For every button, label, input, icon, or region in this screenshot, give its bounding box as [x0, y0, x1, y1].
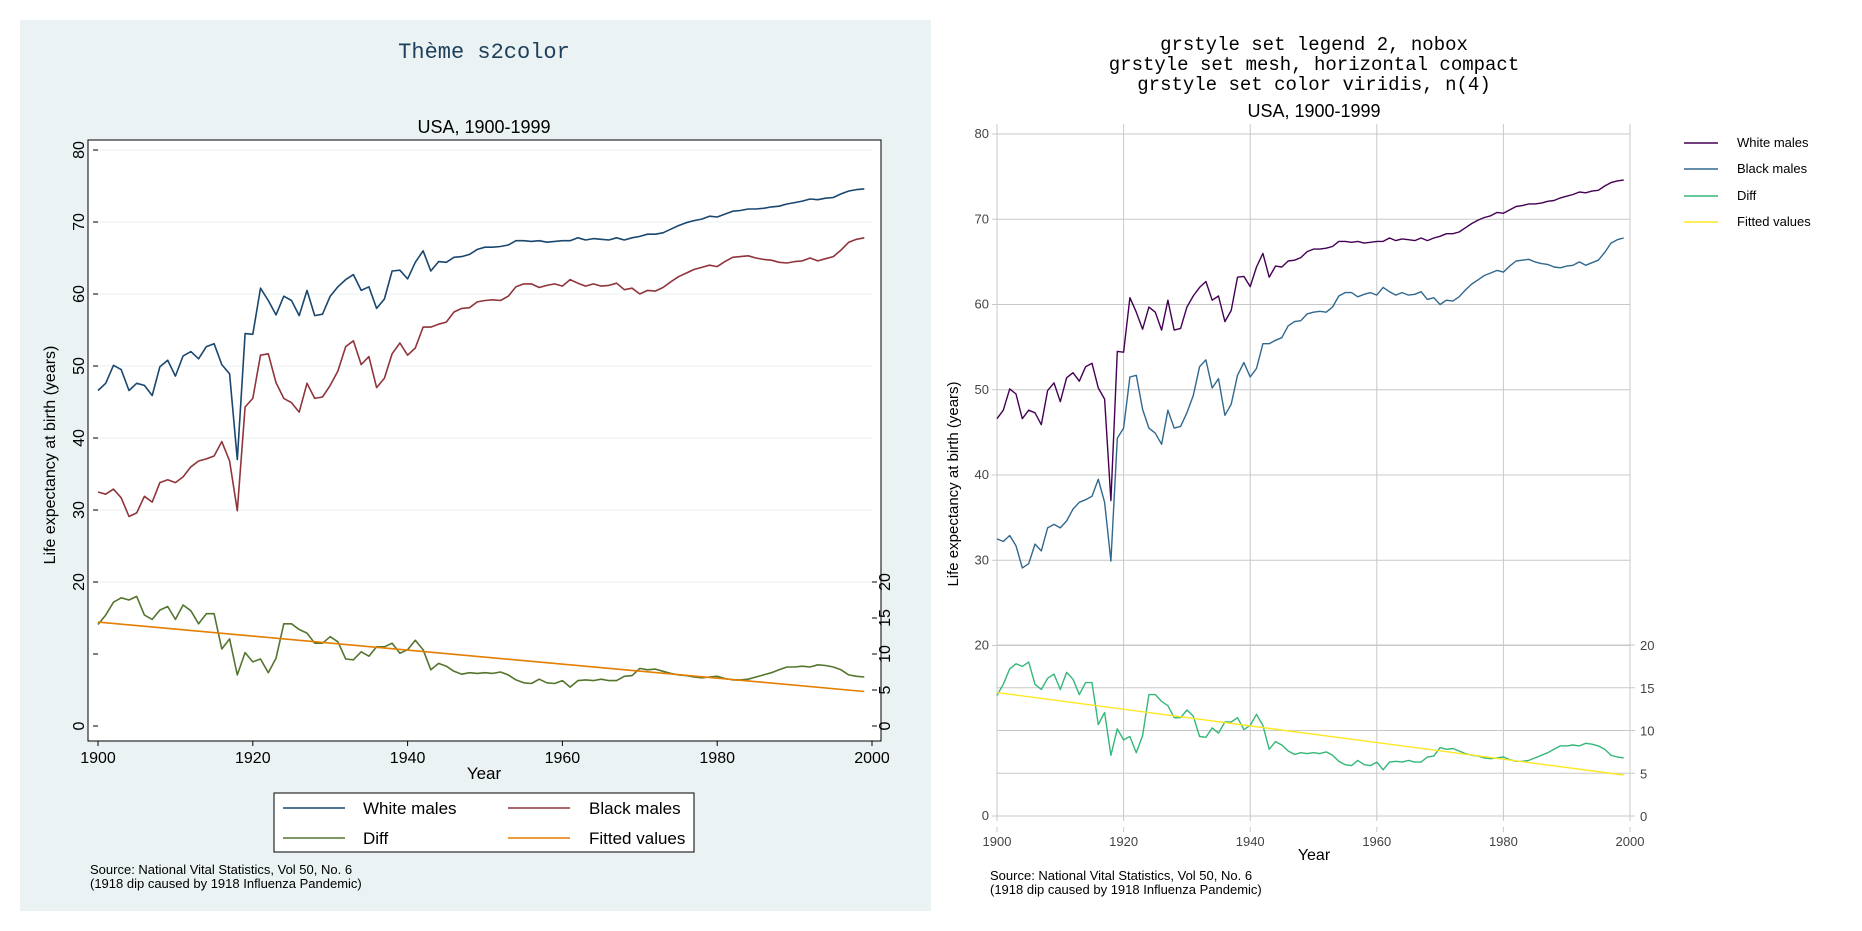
y-tick-label: 60: [71, 285, 88, 303]
left-series: [97, 188, 865, 693]
y-right-tick-label: 10: [877, 645, 894, 663]
x-tick-label: 1980: [699, 750, 735, 767]
right-legend-label-black: Black males: [1737, 161, 1808, 176]
x-tick-label: 1960: [1362, 834, 1391, 849]
x-tick-label: 1940: [1236, 834, 1265, 849]
y-tick-label: 20: [975, 638, 989, 653]
y-tick-label: 30: [71, 501, 88, 519]
left-legend-label-diff: Diff: [363, 829, 388, 848]
y-tick-label: 40: [975, 467, 989, 482]
y-right-tick-label: 5: [877, 685, 894, 694]
right-gridlines: [996, 124, 1631, 821]
y-right-tick-label: 15: [1640, 681, 1654, 696]
y-tick-label: 70: [71, 213, 88, 231]
left-legend: White males Black males Diff Fitted valu…: [273, 792, 695, 853]
series-line-diff: [996, 661, 1624, 771]
y-tick-label: 60: [975, 297, 989, 312]
left-x-axis-label: Year: [467, 764, 502, 783]
left-legend-label-fitted: Fitted values: [589, 829, 685, 848]
right-panel-header-line1: grstyle set legend 2, nobox: [1160, 34, 1468, 56]
y-tick-label: 0: [982, 808, 989, 823]
series-line-fitted-values: [996, 691, 1624, 776]
x-tick-label: 2000: [854, 750, 890, 767]
x-tick-label: 1960: [545, 750, 581, 767]
right-series: [996, 179, 1624, 776]
left-legend-label-black: Black males: [589, 799, 681, 818]
series-line-white-males: [97, 188, 865, 461]
y-tick-label: 0: [71, 721, 88, 730]
y-tick-label: 50: [71, 357, 88, 375]
x-tick-label: 2000: [1616, 834, 1645, 849]
y-tick-label: 80: [71, 141, 88, 159]
y-right-tick-label: 20: [1640, 638, 1654, 653]
right-source-note-2: (1918 dip caused by 1918 Influenza Pande…: [990, 882, 1262, 897]
y-tick-label: 40: [71, 429, 88, 447]
x-tick-label: 1900: [983, 834, 1012, 849]
y-tick-label: 80: [975, 126, 989, 141]
left-chart-title: USA, 1900-1999: [417, 117, 550, 137]
right-y-axis-label: Life expectancy at birth (years): [945, 381, 962, 586]
y-right-tick-label: 5: [1640, 766, 1647, 781]
right-panel-header-line3: grstyle set color viridis, n(4): [1137, 74, 1490, 96]
x-tick-label: 1940: [390, 750, 426, 767]
y-right-tick-label: 20: [877, 573, 894, 591]
right-source-note: Source: National Vital Statistics, Vol 5…: [990, 868, 1252, 883]
y-right-tick-label: 10: [1640, 724, 1654, 739]
left-gridlines: [98, 149, 872, 583]
left-y-axis-label: Life expectancy at birth (years): [42, 346, 59, 565]
left-source-note-2: (1918 dip caused by 1918 Influenza Pande…: [90, 876, 362, 891]
right-legend-label-fitted: Fitted values: [1737, 214, 1811, 229]
y-right-tick-label: 0: [877, 721, 894, 730]
left-source-note: Source: National Vital Statistics, Vol 5…: [90, 862, 352, 877]
left-plot-area: [87, 139, 882, 742]
x-tick-label: 1920: [1109, 834, 1138, 849]
right-axes: 0 20 30 40 50 60 70 80 0 5 10 15 20 1900 1920 1940 1960 1…: [975, 126, 1655, 849]
left-legend-label-white: White males: [363, 799, 457, 818]
series-line-white-males: [996, 179, 1624, 502]
right-chart-title: USA, 1900-1999: [1247, 101, 1380, 121]
y-tick-label: 30: [975, 552, 989, 567]
right-legend-label-white: White males: [1737, 135, 1809, 150]
series-line-fitted-values: [97, 621, 865, 693]
y-right-tick-label: 0: [1640, 809, 1647, 824]
x-tick-label: 1920: [235, 750, 271, 767]
left-legend-box: [273, 792, 695, 853]
series-line-black-males: [996, 237, 1624, 569]
y-right-tick-label: 15: [877, 609, 894, 627]
x-tick-label: 1900: [80, 750, 116, 767]
right-x-axis-label: Year: [1298, 847, 1331, 864]
series-line-black-males: [97, 237, 865, 518]
left-panel-header: Thème s2color: [398, 40, 570, 65]
right-legend-label-diff: Diff: [1737, 188, 1757, 203]
y-tick-label: 70: [975, 211, 989, 226]
right-legend: White males Black males Diff Fitted valu…: [1684, 135, 1811, 229]
y-tick-label: 50: [975, 382, 989, 397]
y-tick-label: 20: [71, 573, 88, 591]
x-tick-label: 1980: [1489, 834, 1518, 849]
left-axes: 0 20 30 40 50 60 70 80 0 5 10 15 20 1900 1920 1940 1960 1…: [71, 141, 894, 767]
right-panel-header-line2: grstyle set mesh, horizontal compact: [1109, 54, 1519, 76]
